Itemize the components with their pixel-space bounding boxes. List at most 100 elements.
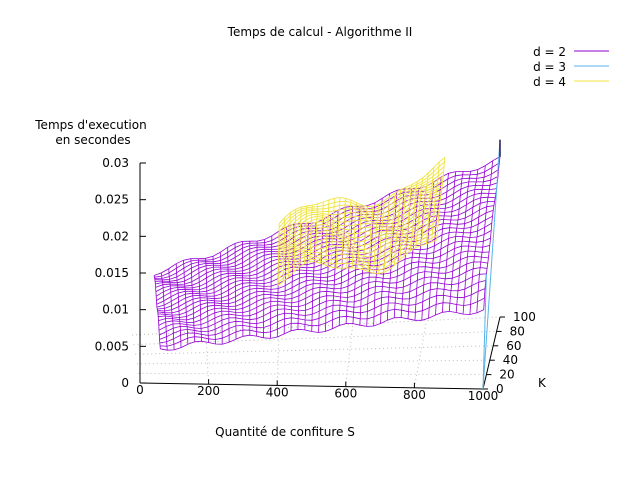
y-tick-label: 60 [506,339,521,353]
surface-d2-line-s [345,206,354,324]
surface-d2-line-s [219,252,223,345]
surface-d2-line-s [175,263,182,348]
surface-d4-line-s [298,207,302,268]
surface-d4-line-s [431,161,440,243]
y-axis-line [482,316,501,390]
y-tick-label: 0 [496,382,504,396]
surface-d4-line-s [362,206,368,270]
floor-gridline-s [345,324,354,387]
legend-label-d3: d = 3 [533,60,566,74]
spike-lines [482,139,501,390]
surface-d2-line-k [157,237,491,314]
z-tick-label: 0.03 [102,156,129,170]
surface-d4-line-s [425,167,435,244]
surface-d2-line-k [158,267,488,331]
surface-d2-line-k [154,169,499,279]
surface-d2-line-s [263,239,265,338]
surface-d2-line-s [393,188,405,318]
surface-d4-line-s [277,223,280,286]
surface-d4-line-s [341,198,346,269]
surface-d4-line-s [314,203,319,262]
surface-d2-line-s [331,210,339,329]
floor-gridline-s [413,320,427,388]
surface-d2-line-s [462,169,479,315]
surface-d2-line-s [205,258,209,343]
surface-d2-line-k [157,245,490,316]
floor-gridline-k [136,359,490,365]
surface-d4-line-s [346,200,352,269]
surface-d2-line-s [442,171,457,313]
surface-d2-line-k [159,288,486,344]
surface-d2-line-k [158,250,490,318]
x-tick-label: 800 [403,388,426,402]
x-tick-label: 600 [334,387,357,401]
surface-d2-line-s [455,171,471,313]
surface-d2-line-k [160,309,484,351]
surface-d2-line-k [158,261,488,326]
z-tick-label: 0.01 [102,303,129,317]
z-tick-label: 0.005 [95,339,129,353]
floor-gridline-k [135,345,494,355]
surface-d4-line-s [293,209,297,272]
surface-d2-line-s [270,235,273,339]
x-axis-ticks: 0 200 400 600 800 1000 [136,378,498,403]
surface-d4-line-s [404,184,413,255]
surface-d2-line-s [168,268,175,350]
x-tick-label: 0 [136,383,144,397]
surface-d2-line-s [476,160,493,313]
surface-d4-line-s [356,205,363,269]
surface-d2-line-k [160,297,485,347]
surface-d4-line-s [399,187,407,260]
surface-d4-line-s [325,199,330,266]
surface-d4-line-s [409,181,418,251]
surface-d2-line-s [256,241,258,337]
surface-d4-line-s [319,201,324,264]
surface-d2-line-s [234,243,237,340]
surface-d4-line-s [335,197,341,269]
surface-d2-line-s [311,222,317,332]
y-axis-label: K [538,376,547,390]
y-tick-label: 20 [499,368,514,382]
surface-d4 [277,157,446,286]
z-tick-label: 0.02 [102,229,129,243]
surface-d4-line-s [282,217,286,282]
surface-d4-line-s [394,189,402,266]
chart-title: Temps de calcul - Algorithme II [227,25,413,39]
surface-d2-line-s [161,272,168,351]
surface-d2-line-k [159,273,487,336]
surface-d4-line-s [388,192,396,270]
surface-d4-line-s [367,206,374,272]
floor-gridline-s [205,331,210,385]
surface-d2-line-k [158,255,489,321]
z-tick-label: 0.025 [95,193,129,207]
spike-d3 [482,139,501,390]
x-tick-label: 1000 [468,389,499,403]
x-axis-label: Quantité de confiture S [215,425,355,439]
y-tick-label: 100 [513,310,536,324]
surface-d2-line-k [159,280,486,340]
surface-d2 [153,156,501,351]
y-tick-label: 80 [510,324,525,338]
surface-d4-line-s [309,205,313,262]
z-axis-ticks: 0 0.005 0.01 0.015 0.02 0.025 0.03 [95,156,146,390]
z-tick-label: 0 [121,376,129,390]
surface-d4-line-s [415,177,424,248]
surface-d4-line-s [372,204,380,274]
legend: d = 2 d = 3 d = 4 [533,45,609,89]
surface-d2-line-s [352,206,361,324]
surface-d2-line-s [428,177,442,319]
surface-d2-line-s [435,173,449,316]
surface-d2-line-s [153,275,161,349]
x-tick-label: 200 [197,384,220,398]
surface-d4-line-s [378,200,385,274]
surface-d2-line-s [421,181,435,321]
surface-d2-line-s [190,258,196,342]
z-axis-label-line2: en secondes [55,133,130,147]
legend-label-d2: d = 2 [533,45,566,59]
z-tick-label: 0.015 [95,266,129,280]
surface-d2-line-s [227,247,230,343]
floor-gridline-k [138,372,487,376]
surface-d4-line-s [420,172,429,246]
